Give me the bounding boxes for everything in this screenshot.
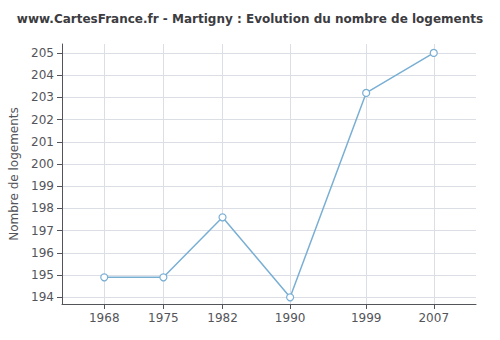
svg-text:1999: 1999 (351, 311, 382, 325)
svg-text:203: 203 (31, 90, 54, 104)
svg-text:205: 205 (31, 46, 54, 60)
svg-text:197: 197 (31, 224, 54, 238)
svg-text:194: 194 (31, 290, 54, 304)
svg-text:204: 204 (31, 68, 54, 82)
svg-text:1975: 1975 (148, 311, 179, 325)
svg-text:2007: 2007 (418, 311, 449, 325)
svg-text:201: 201 (31, 135, 54, 149)
svg-text:198: 198 (31, 201, 54, 215)
svg-text:Nombre de logements: Nombre de logements (7, 107, 21, 241)
svg-text:1990: 1990 (275, 311, 306, 325)
svg-text:199: 199 (31, 179, 54, 193)
svg-text:1968: 1968 (89, 311, 120, 325)
svg-text:195: 195 (31, 268, 54, 282)
svg-text:202: 202 (31, 113, 54, 127)
svg-text:www.CartesFrance.fr - Martigny: www.CartesFrance.fr - Martigny : Evoluti… (17, 12, 483, 26)
svg-text:1982: 1982 (207, 311, 238, 325)
svg-text:200: 200 (31, 157, 54, 171)
svg-text:196: 196 (31, 246, 54, 260)
